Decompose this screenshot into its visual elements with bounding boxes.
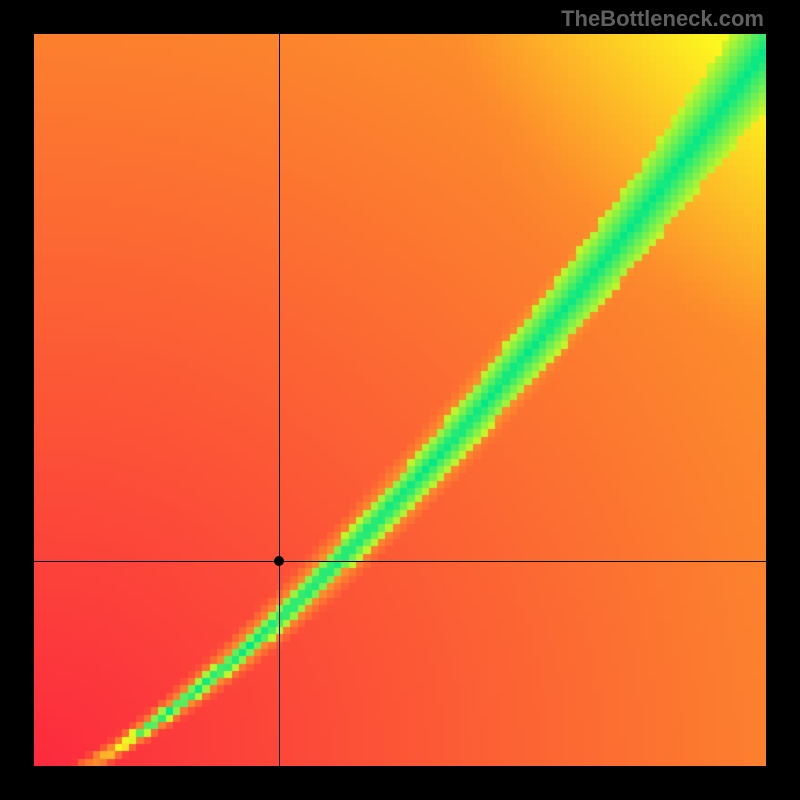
chart-container: { "chart": { "type": "heatmap", "canvas_…: [0, 0, 800, 800]
bottleneck-heatmap: [34, 34, 766, 766]
watermark-text: TheBottleneck.com: [561, 6, 764, 32]
crosshair-horizontal: [34, 561, 766, 562]
crosshair-vertical: [279, 34, 280, 766]
